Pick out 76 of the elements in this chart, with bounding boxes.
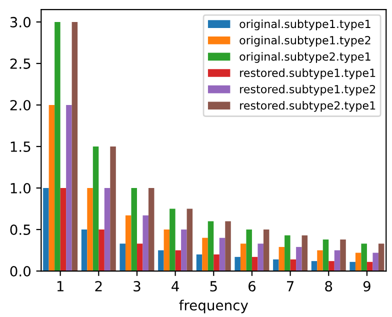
bar (196, 254, 202, 272)
x-tick-label: 7 (287, 281, 294, 292)
bar (158, 250, 164, 272)
bar (148, 188, 154, 272)
bar (273, 259, 279, 272)
y-tick-label: 3.0 (10, 16, 31, 28)
bar (66, 104, 72, 272)
bar (81, 230, 88, 272)
bar (252, 256, 258, 272)
x-tick-label: 1 (57, 281, 64, 292)
bar (60, 188, 66, 272)
bar (136, 244, 143, 272)
bar (290, 259, 296, 272)
bar (378, 244, 384, 272)
bar (92, 146, 99, 272)
bar (110, 146, 116, 272)
x-tick-label: 5 (210, 281, 217, 292)
bar (278, 246, 285, 272)
bar (175, 250, 182, 272)
legend-label: original.subtype2.type1 (240, 52, 370, 63)
legend-label: restored.subtype2.type1 (240, 101, 376, 112)
bar (350, 262, 356, 272)
bar (240, 244, 246, 272)
bar (125, 215, 132, 272)
y-tick-label: 2.0 (10, 100, 31, 110)
y-tick-label: 0.5 (10, 224, 30, 235)
bar (225, 221, 231, 272)
bar (214, 254, 220, 272)
y-tick-label: 0.0 (10, 266, 31, 277)
bar (104, 188, 110, 272)
y-tick-label: 1.0 (10, 182, 31, 194)
bar (296, 246, 302, 272)
bar (202, 238, 208, 272)
x-tick-label: 3 (134, 281, 140, 292)
bar (87, 188, 93, 272)
bar (234, 256, 240, 272)
bar (98, 230, 104, 272)
bar (54, 22, 60, 272)
bar (317, 250, 323, 272)
bar (355, 252, 362, 272)
bar (311, 261, 318, 272)
bar (142, 215, 148, 272)
bar (263, 230, 270, 272)
x-tick-label: 2 (95, 281, 102, 292)
legend-label: original.subtype1.type1 (240, 20, 370, 30)
bar (72, 22, 78, 272)
bar (284, 235, 290, 272)
legend-label: restored.subtype1.type1 (240, 68, 376, 80)
y-tick-label: 2.5 (10, 58, 30, 69)
bar (361, 244, 367, 272)
bar (120, 244, 126, 272)
bar (246, 230, 252, 272)
bar (164, 230, 170, 272)
y-tick-label: 1.5 (10, 142, 30, 152)
bar (48, 104, 55, 272)
bar (181, 230, 187, 272)
bar (208, 221, 214, 272)
bar (186, 208, 193, 272)
x-tick-label: 8 (325, 281, 332, 292)
x-axis-title: frequency (179, 300, 248, 314)
bar (372, 252, 378, 272)
bar (340, 239, 346, 272)
bar (219, 238, 226, 272)
legend-label: restored.subtype1.type2 (240, 84, 376, 96)
bar (302, 235, 308, 272)
x-tick-label: 9 (363, 281, 370, 292)
bar (322, 239, 329, 272)
bar (170, 208, 176, 272)
legend-label: original.subtype1.type2 (240, 36, 370, 47)
x-tick-label: 6 (248, 281, 256, 292)
bar (328, 261, 334, 272)
bar (334, 250, 340, 272)
x-tick-label: 4 (172, 281, 179, 292)
bar (43, 188, 49, 272)
bar (258, 244, 264, 272)
bar (131, 188, 137, 272)
